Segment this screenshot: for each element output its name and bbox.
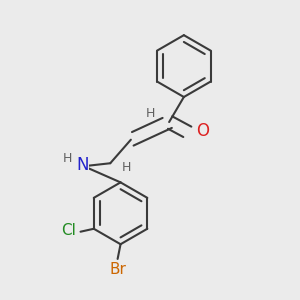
Text: Br: Br <box>109 262 126 277</box>
Text: H: H <box>145 107 155 120</box>
Text: Cl: Cl <box>61 223 76 238</box>
Text: O: O <box>196 122 208 140</box>
Text: N: N <box>76 156 88 174</box>
Text: H: H <box>63 152 72 165</box>
Text: H: H <box>122 161 131 174</box>
